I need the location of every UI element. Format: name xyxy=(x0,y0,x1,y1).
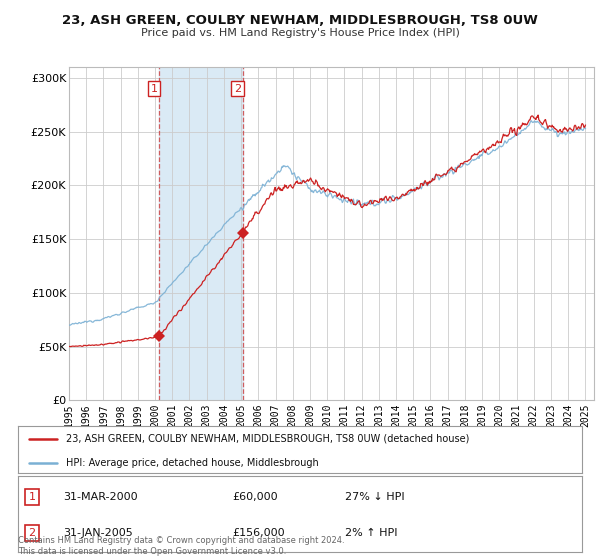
Text: HPI: Average price, detached house, Middlesbrough: HPI: Average price, detached house, Midd… xyxy=(66,458,319,468)
Text: £156,000: £156,000 xyxy=(232,528,285,538)
Text: Price paid vs. HM Land Registry's House Price Index (HPI): Price paid vs. HM Land Registry's House … xyxy=(140,28,460,38)
Text: 2: 2 xyxy=(234,83,241,94)
Text: 2% ↑ HPI: 2% ↑ HPI xyxy=(345,528,398,538)
Text: £60,000: £60,000 xyxy=(232,492,278,502)
Text: 1: 1 xyxy=(29,492,35,502)
Text: 27% ↓ HPI: 27% ↓ HPI xyxy=(345,492,405,502)
Text: 23, ASH GREEN, COULBY NEWHAM, MIDDLESBROUGH, TS8 0UW (detached house): 23, ASH GREEN, COULBY NEWHAM, MIDDLESBRO… xyxy=(66,434,469,444)
Text: 31-JAN-2005: 31-JAN-2005 xyxy=(63,528,133,538)
Text: 2: 2 xyxy=(29,528,35,538)
Bar xyxy=(160,67,242,400)
Text: 1: 1 xyxy=(151,83,158,94)
Text: 31-MAR-2000: 31-MAR-2000 xyxy=(63,492,138,502)
Text: 23, ASH GREEN, COULBY NEWHAM, MIDDLESBROUGH, TS8 0UW: 23, ASH GREEN, COULBY NEWHAM, MIDDLESBRO… xyxy=(62,14,538,27)
Text: Contains HM Land Registry data © Crown copyright and database right 2024.
This d: Contains HM Land Registry data © Crown c… xyxy=(18,536,344,556)
